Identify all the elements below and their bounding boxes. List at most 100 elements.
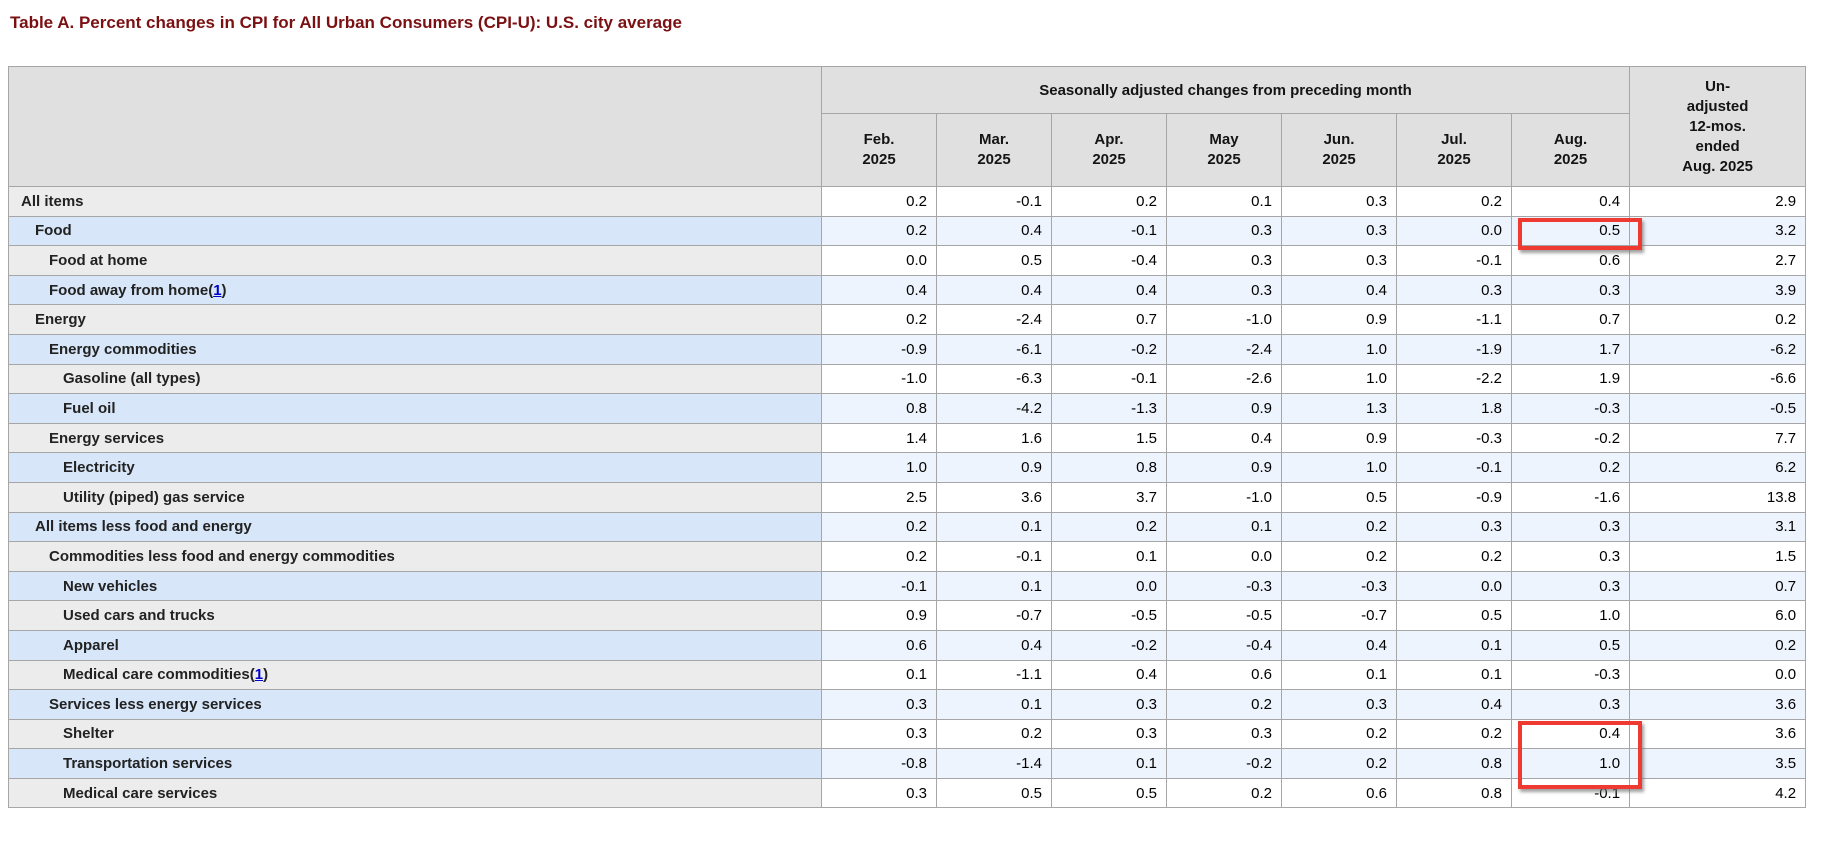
value-text: 0.2 <box>1599 459 1621 477</box>
value-text: -1.1 <box>1476 311 1502 329</box>
value-text: 0.3 <box>1251 281 1272 299</box>
value-cell: 0.2 <box>821 215 937 247</box>
table-row: Energy 0.2 -2.4 0.7 -1.0 0.9 -1.1 0.7 0.2 <box>8 304 1807 335</box>
footnote-link[interactable]: 1 <box>213 281 222 299</box>
value-text: -0.8 <box>901 755 927 773</box>
value-text: -1.6 <box>1594 488 1621 506</box>
value-text: -0.9 <box>1476 488 1502 506</box>
value-text: -0.7 <box>1016 607 1042 625</box>
value-cell: 0.2 <box>1281 718 1397 750</box>
value-cell: 1.0 <box>1510 600 1631 631</box>
col-header-month: Apr. <box>1094 131 1124 148</box>
value-cell: -0.9 <box>1396 481 1512 513</box>
value-cell-12mo: 3.5 <box>1629 748 1807 779</box>
value-cell: 1.4 <box>821 422 937 454</box>
value-cell: 0.4 <box>1281 274 1397 306</box>
cpi-table: Seasonally adjusted changes from precedi… <box>8 66 1807 809</box>
value-cell: 0.0 <box>1051 570 1167 602</box>
value-text: 0.9 <box>1021 459 1042 477</box>
value-cell: -0.3 <box>1281 570 1397 602</box>
value-cell: 0.4 <box>1166 422 1282 454</box>
footnote-link[interactable]: 1 <box>254 666 264 684</box>
value-cell: 1.0 <box>1281 363 1397 395</box>
value-text: -0.1 <box>1016 192 1042 210</box>
value-cell: -2.4 <box>1166 333 1282 365</box>
col-header-jul-2025: Jul. 2025 <box>1396 113 1512 187</box>
value-cell: -0.8 <box>821 748 937 779</box>
value-text: 0.3 <box>906 695 927 713</box>
value-text: 0.6 <box>1251 666 1272 684</box>
value-cell: 0.3 <box>821 689 937 720</box>
value-text: 0.7 <box>1775 577 1797 595</box>
value-cell-12mo: 1.5 <box>1629 541 1807 572</box>
value-text: -1.1 <box>1016 666 1042 684</box>
value-text: 0.5 <box>1481 607 1502 625</box>
value-text: -0.3 <box>1594 666 1621 684</box>
col-header-year: 2025 <box>862 151 896 168</box>
row-label: Food <box>35 222 72 240</box>
value-text: 0.2 <box>1775 311 1797 329</box>
value-text: 0.4 <box>1599 192 1621 210</box>
table-row: Energy commodities -0.9 -6.1 -0.2 -2.4 1.0 -1.… <box>8 333 1807 365</box>
value-text: -0.2 <box>1246 755 1272 773</box>
value-cell: 0.3 <box>1396 274 1512 306</box>
value-cell: -0.1 <box>936 186 1052 217</box>
value-cell: 0.5 <box>1510 215 1643 251</box>
value-text: 0.0 <box>1481 222 1502 240</box>
row-label-cell: Used cars and trucks <box>8 600 822 631</box>
value-cell: -2.4 <box>936 304 1052 335</box>
value-text: 0.3 <box>1366 192 1387 210</box>
value-cell: 0.3 <box>1051 718 1167 750</box>
value-text: 0.4 <box>1599 725 1621 743</box>
row-label-cell: Food <box>8 215 822 247</box>
value-cell: 2.5 <box>821 481 937 513</box>
table-header: Seasonally adjusted changes from precedi… <box>8 66 1807 187</box>
value-text: 1.6 <box>1021 429 1042 447</box>
row-label-cell: All items less food and energy <box>8 511 822 543</box>
value-text: 0.3 <box>1481 518 1502 536</box>
value-text: 0.3 <box>1136 725 1157 743</box>
value-cell: 0.3 <box>1396 511 1512 543</box>
header-row-months: Feb. 2025 Mar. 2025 Apr. 2025 May 2025 Jun. 2025 J… <box>9 113 1806 187</box>
value-text: -2.4 <box>1246 340 1272 358</box>
value-cell: -0.5 <box>1051 600 1167 631</box>
table-row: Food 0.2 0.4 -0.1 0.3 0.3 0.0 0.5 3.2 <box>8 215 1807 251</box>
value-cell: 0.2 <box>821 511 937 543</box>
value-text: -0.2 <box>1131 636 1157 654</box>
value-cell: 0.2 <box>1281 748 1397 779</box>
value-cell: -1.4 <box>936 748 1052 779</box>
table-row: Used cars and trucks 0.9 -0.7 -0.5 -0.5 -0.7 0… <box>8 600 1807 631</box>
col-header-jun-2025: Jun. 2025 <box>1281 113 1397 187</box>
group-header-cell: Seasonally adjusted changes from precedi… <box>820 66 1631 114</box>
row-label-cell: Transportation services <box>8 748 822 779</box>
value-cell: 0.7 <box>1510 304 1631 335</box>
value-cell: 0.2 <box>1281 541 1397 572</box>
col-header-year: 2025 <box>1553 151 1588 168</box>
table-body: All items 0.2 -0.1 0.2 0.1 0.3 0.2 0.4 2.9 Food 0.… <box>8 186 1807 809</box>
value-cell: 1.0 <box>1281 452 1397 483</box>
value-text: 0.3 <box>1136 695 1157 713</box>
value-text: -0.1 <box>1131 222 1157 240</box>
row-label: Gasoline (all types) <box>63 370 201 388</box>
value-cell: -0.1 <box>1396 245 1512 276</box>
value-cell: 0.4 <box>1281 629 1397 661</box>
unadjusted-header-line: adjusted <box>1686 97 1749 115</box>
unadjusted-header-line: ended <box>1695 137 1740 155</box>
row-label: All items less food and energy <box>35 518 252 536</box>
value-text: 1.0 <box>1599 755 1621 773</box>
value-cell-12mo: 6.0 <box>1629 600 1807 631</box>
col-header-month: Aug. <box>1553 131 1588 148</box>
value-text: 0.2 <box>1481 725 1502 743</box>
value-cell: 0.4 <box>1051 274 1167 306</box>
value-cell: 0.3 <box>1166 718 1282 750</box>
value-cell: -0.5 <box>1166 600 1282 631</box>
value-cell: 0.3 <box>1510 511 1631 543</box>
value-text: 2.7 <box>1775 251 1797 269</box>
row-label: Medical care services <box>63 784 218 802</box>
value-text: 0.4 <box>1136 666 1157 684</box>
value-cell: 3.7 <box>1051 481 1167 513</box>
value-cell-12mo: 0.7 <box>1629 570 1807 602</box>
value-cell: 0.1 <box>936 570 1052 602</box>
value-cell: 0.1 <box>1396 629 1512 661</box>
table-row: Utility (piped) gas service 2.5 3.6 3.7 -1.0… <box>8 481 1807 513</box>
